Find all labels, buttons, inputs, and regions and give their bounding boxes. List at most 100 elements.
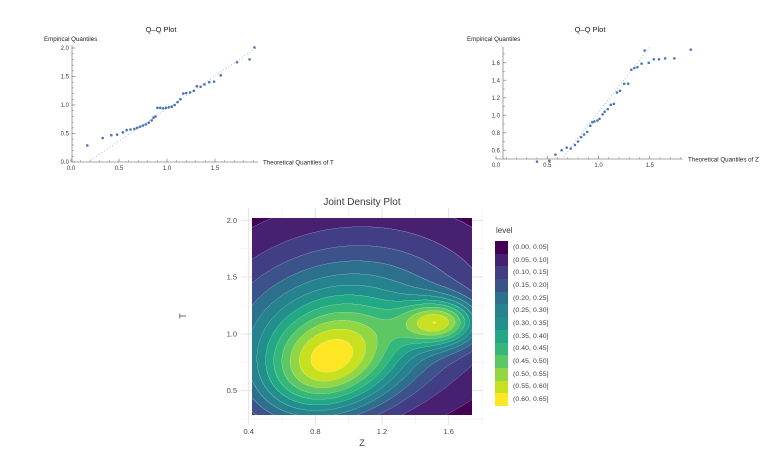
y-tick-label: 1.5	[227, 273, 237, 282]
data-point	[633, 66, 636, 70]
data-point	[582, 133, 586, 136]
x-tick-label: 0.0	[67, 166, 76, 172]
x-tick-label: 1.5	[646, 163, 655, 169]
legend-swatch	[495, 241, 508, 254]
density-title: Joint Density Plot	[323, 197, 400, 208]
qq-plot-t: Q–Q Plot Empirical Quantiles Theoretical…	[44, 25, 334, 172]
x-tick-label: 1.2	[377, 427, 387, 436]
data-point	[609, 103, 613, 107]
data-point	[591, 120, 594, 124]
data-point	[663, 57, 667, 60]
legend-swatch	[495, 253, 508, 267]
legend-label: (0.10, 0.15]	[513, 269, 549, 277]
data-point	[147, 121, 151, 124]
data-point	[235, 60, 239, 64]
x-tick-label: 0.5	[115, 166, 124, 172]
data-point	[152, 116, 155, 119]
legend-label: (0.40, 0.45]	[513, 345, 549, 353]
x-tick-label: 0.8	[310, 427, 320, 436]
data-point	[129, 128, 132, 131]
data-point	[626, 82, 630, 86]
legend-label: (0.25, 0.30]	[513, 307, 549, 315]
y-tick-label: 1.0	[492, 113, 501, 119]
legend-swatch	[495, 329, 508, 343]
data-point	[141, 124, 145, 127]
data-point	[615, 91, 619, 94]
x-tick-label: 1.0	[594, 163, 603, 169]
data-point	[657, 57, 661, 61]
legend-item: (0.45, 0.50]	[495, 355, 549, 368]
data-point	[652, 57, 656, 61]
joint-density-plot: Joint Density Plot Z T 0.4 0.8 1.2 1.6 0.5 1.…	[178, 197, 454, 448]
qq-z-geoms: 0.0 0.5 1.0 1.5 0.6 0.8 1.0 1.2 1.4 1.6	[492, 46, 693, 169]
legend-swatch	[495, 355, 508, 368]
data-point	[182, 92, 185, 95]
reference-line	[561, 46, 651, 160]
data-point	[110, 133, 113, 137]
data-point	[576, 140, 580, 143]
data-point	[601, 113, 604, 116]
data-point	[598, 117, 601, 121]
data-point	[569, 147, 573, 150]
data-point	[689, 48, 693, 51]
data-point	[173, 103, 176, 107]
legend-item: (0.20, 0.25]	[495, 291, 549, 305]
legend-label: (0.15, 0.20]	[513, 281, 549, 289]
data-point	[125, 128, 128, 132]
data-point	[150, 119, 153, 122]
legend-item: (0.10, 0.15]	[495, 266, 549, 280]
data-point	[199, 85, 202, 89]
y-tick-label: 0.5	[61, 132, 70, 138]
data-point	[560, 148, 563, 152]
data-point	[603, 110, 606, 114]
y-tick-label: 2.0	[61, 46, 70, 52]
data-point	[161, 107, 165, 110]
data-point	[167, 105, 171, 109]
density-canvas	[252, 218, 472, 415]
data-point	[115, 133, 119, 136]
legend-item: (0.60, 0.65]	[495, 393, 549, 406]
legend-item: (0.15, 0.20]	[495, 279, 549, 292]
legend-swatch	[495, 304, 508, 318]
legend-swatch	[495, 279, 508, 292]
qq-z-title: Q–Q Plot	[575, 25, 607, 34]
data-point	[643, 49, 646, 52]
legend-label: (0.60, 0.65]	[513, 396, 549, 404]
legend-item: (0.40, 0.45]	[495, 342, 549, 356]
data-point	[154, 115, 157, 118]
legend-label: (0.45, 0.50]	[513, 358, 549, 366]
legend-items: (0.00, 0.05] (0.05, 0.10] (0.10, 0.15] (0.1…	[495, 241, 549, 406]
data-point	[176, 100, 179, 104]
data-point	[554, 153, 557, 156]
data-point	[86, 144, 89, 147]
data-point	[622, 82, 626, 86]
legend-item: (0.35, 0.40]	[495, 329, 549, 343]
data-point	[253, 46, 256, 49]
legend-item: (0.00, 0.05]	[495, 241, 549, 254]
y-tick-label: 1.0	[61, 103, 70, 109]
legend-item: (0.30, 0.35]	[495, 317, 549, 330]
legend-item: (0.50, 0.55]	[495, 367, 549, 381]
density-axis-labels: 0.4 0.8 1.2 1.6 0.5 1.0 1.5 2.0	[227, 216, 454, 436]
x-tick-label: 0.5	[543, 163, 552, 169]
data-point	[647, 61, 651, 65]
x-tick-label: 0.0	[492, 163, 501, 169]
data-point	[548, 159, 551, 163]
data-point	[589, 124, 592, 128]
legend-label: (0.55, 0.60]	[513, 383, 549, 391]
data-point	[636, 65, 639, 69]
legend-label: (0.50, 0.55]	[513, 370, 549, 378]
density-legend: level (0.00, 0.05] (0.05, 0.10] (0.10, 0.1…	[495, 226, 549, 406]
y-tick-label: 2.0	[227, 216, 237, 225]
y-tick-label: 0.8	[492, 131, 501, 137]
x-tick-label: 1.5	[211, 166, 220, 172]
data-point	[248, 58, 251, 61]
qq-t-geoms: 0.0 0.5 1.0 1.5 0.0 0.5 1.0 1.5 2.0	[61, 45, 259, 172]
data-point	[565, 146, 569, 149]
data-point	[673, 57, 676, 60]
y-tick-label: 1.0	[227, 329, 237, 338]
legend-swatch	[495, 266, 508, 280]
data-point	[158, 106, 162, 110]
data-point	[212, 80, 216, 83]
y-tick-label: 1.4	[492, 78, 501, 84]
